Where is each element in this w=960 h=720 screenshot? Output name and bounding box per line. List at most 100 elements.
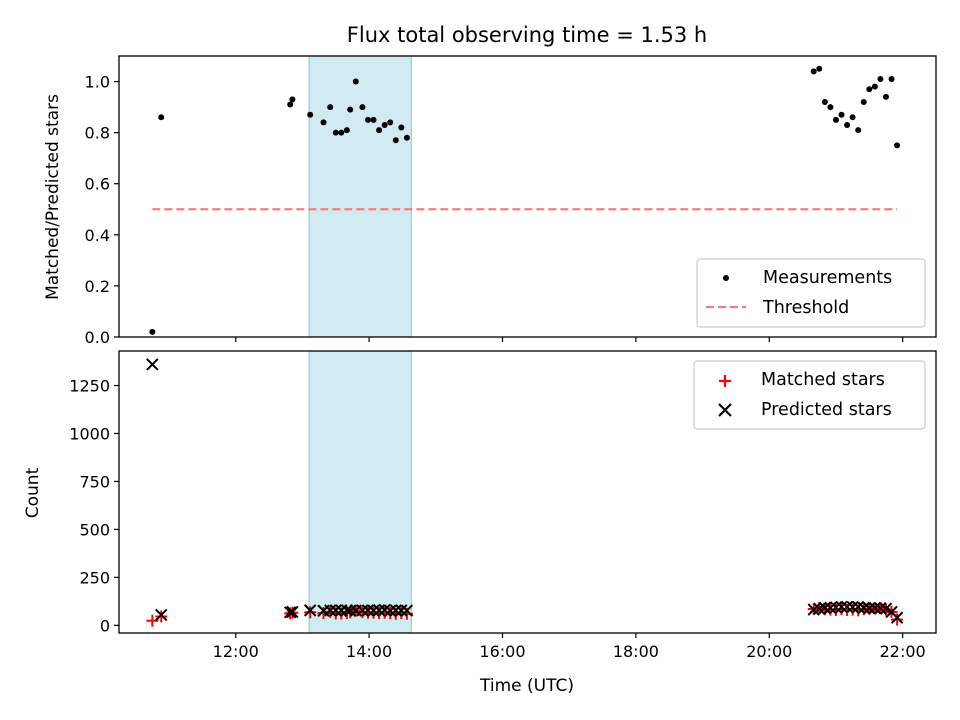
bottom-legend-box: [693, 360, 926, 430]
measurement-point: [289, 96, 296, 103]
legend-label-matched: Matched stars: [761, 370, 885, 390]
predicted-star-point: [283, 606, 297, 619]
bottom-y-ticks: 0 250 500 750 1000 1250: [69, 377, 119, 635]
bottom-y-axis-label: Count: [23, 467, 43, 518]
top-plot-frame: [118, 55, 937, 338]
measurement-point: [370, 116, 377, 123]
predicted-star-point: [303, 604, 317, 617]
predicted-star-point: [286, 605, 299, 619]
x-tick-label: 14:00: [346, 642, 392, 661]
legend-marker-predicted: [718, 403, 732, 417]
x-tick-label: 20:00: [746, 642, 792, 661]
predicted-star-point: [395, 604, 408, 617]
measurement-point: [810, 68, 817, 75]
predicted-star-point: [835, 600, 848, 614]
x-tick-label: 18:00: [613, 642, 659, 661]
measurement-point: [307, 111, 314, 118]
predicted-star-point: [372, 603, 386, 617]
x-tick-label: 16:00: [479, 642, 525, 661]
top-panel: Flux total observing time = 1.53 h 0.00.…: [43, 23, 937, 347]
predicted-star-point: [155, 608, 168, 622]
measurement-point: [332, 129, 339, 136]
bottom-y-tick-label: 1250: [69, 377, 110, 396]
measurement-point: [816, 65, 823, 72]
measurement-points: [149, 65, 901, 335]
measurement-point: [849, 114, 856, 121]
top-y-tick-label: 0.0: [85, 328, 110, 347]
predicted-star-point: [840, 600, 854, 614]
top-y-tick-label: 0.8: [85, 124, 110, 143]
legend-label-measurements: Measurements: [763, 268, 892, 288]
measurement-point: [844, 121, 851, 128]
predicted-star-point: [818, 601, 832, 615]
measurement-point: [343, 127, 350, 134]
measurement-point: [821, 98, 828, 105]
x-axis-label: Time (UTC): [479, 676, 574, 696]
x-tick-label: 22:00: [880, 642, 926, 661]
predicted-star-point: [846, 600, 859, 614]
matched-star-point: [155, 610, 168, 623]
measurement-point: [352, 78, 359, 85]
measurement-point: [398, 124, 405, 131]
measurement-point: [359, 104, 366, 111]
measurement-point: [855, 127, 862, 134]
measurement-point: [392, 137, 399, 144]
measurement-point: [894, 142, 901, 149]
measurement-point: [158, 114, 165, 121]
measurement-point: [287, 101, 294, 108]
top-y-tick-label: 1.0: [85, 73, 110, 92]
measurement-point: [882, 93, 889, 100]
top-y-tick-label: 0.6: [85, 175, 110, 194]
measurement-point: [149, 328, 156, 335]
top-y-ticks: 0.0 0.2 0.4 0.6 0.8 1.0: [85, 73, 119, 347]
observing-window-top: [308, 55, 412, 338]
measurement-point: [838, 111, 845, 118]
measurement-point: [381, 121, 388, 128]
matched-star-point: [304, 606, 317, 619]
top-legend: Measurements Threshold: [696, 258, 926, 328]
x-tick-label: 12:00: [213, 642, 259, 661]
measurement-point: [347, 106, 354, 113]
bottom-x-ticks: 12:00 14:00 16:00 18:00 20:00 22:00: [213, 633, 926, 661]
predicted-star-point: [868, 601, 882, 615]
bottom-y-tick-label: 1000: [69, 424, 110, 443]
predicted-star-point: [329, 604, 342, 617]
count-points: [146, 358, 904, 627]
measurement-point: [387, 119, 394, 126]
bottom-legend: Matched stars Predicted stars: [693, 360, 926, 430]
top-y-tick-label: 0.4: [85, 226, 110, 245]
top-x-ticks: [235, 337, 904, 342]
measurement-point: [827, 104, 834, 111]
bottom-y-tick-label: 0: [100, 616, 110, 635]
bottom-y-tick-label: 500: [79, 520, 110, 539]
measurement-point: [327, 104, 334, 111]
measurement-point: [320, 119, 327, 126]
measurement-point: [860, 98, 867, 105]
legend-marker-measurements: [723, 275, 729, 281]
matched-star-point: [891, 613, 904, 626]
observing-window-bottom: [308, 350, 412, 634]
predicted-star-point: [389, 604, 402, 617]
predicted-star-point: [323, 604, 337, 617]
measurement-point: [832, 116, 839, 123]
chart-title: Flux total observing time = 1.53 h: [347, 23, 707, 47]
measurement-point: [871, 83, 878, 90]
predicted-star-point: [879, 602, 893, 615]
legend-label-predicted: Predicted stars: [761, 400, 892, 420]
predicted-star-point: [361, 604, 375, 617]
top-y-tick-label: 0.2: [85, 277, 110, 296]
bottom-y-tick-label: 250: [79, 568, 110, 587]
legend-label-threshold: Threshold: [762, 298, 849, 318]
measurement-point: [866, 86, 873, 93]
measurement-point: [403, 134, 410, 141]
predicted-star-point: [343, 604, 357, 617]
measurement-point: [364, 116, 371, 123]
predicted-star-point: [146, 358, 159, 371]
top-y-axis-label: Matched/Predicted stars: [43, 94, 63, 300]
bottom-y-tick-label: 750: [79, 472, 110, 491]
measurement-point: [338, 129, 345, 136]
bottom-panel: 0 250 500 750 1000 1250 12:00 14:00 16:00 18:00 2…: [23, 350, 937, 696]
measurement-point: [376, 127, 383, 134]
predicted-star-point: [863, 602, 876, 615]
